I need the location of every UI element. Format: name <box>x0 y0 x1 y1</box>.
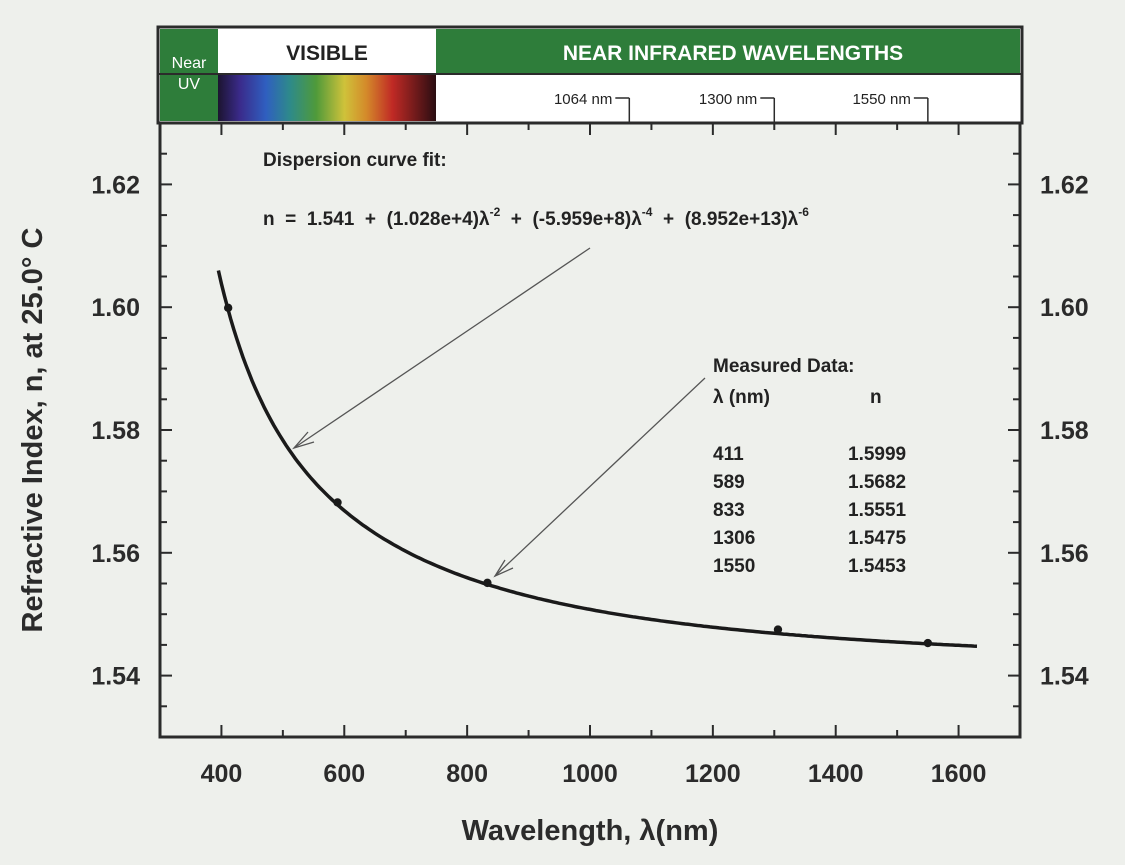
eq-term-3: (8.952e+13)λ <box>685 209 799 230</box>
near-uv-label-1: Near <box>172 55 207 72</box>
y-tick-labels-left: 1.54 1.56 1.58 1.60 1.62 <box>91 171 140 690</box>
y-tick-label-right: 1.60 <box>1040 294 1089 322</box>
y-tick-label: 1.62 <box>91 171 140 199</box>
measured-index: 1.5999 <box>848 444 906 465</box>
y-tick-label-right: 1.58 <box>1040 417 1089 445</box>
fit-equation: n = 1.541 + (1.028e+4)λ-2 + (-5.959e+8)λ… <box>263 205 809 230</box>
measured-wavelength: 1550 <box>713 556 755 577</box>
measured-index: 1.5682 <box>848 472 906 493</box>
x-tick-label: 1000 <box>562 760 618 788</box>
measured-index: 1.5551 <box>848 500 907 521</box>
x-tick-label: 600 <box>323 760 365 788</box>
x-axis-title: Wavelength, λ(nm) <box>462 815 719 847</box>
spectrum-band: Near UV VISIBLE NEAR INFRARED WAVELENGTH… <box>156 25 1024 125</box>
data-arrow <box>494 377 706 577</box>
eq-lhs: n = 1.541 + <box>263 209 387 230</box>
eq-plus-1: + <box>500 209 532 230</box>
x-tick-label: 1200 <box>685 760 741 788</box>
measured-index: 1.5475 <box>848 528 907 549</box>
eq-exp-3: -6 <box>798 205 809 219</box>
data-arrow-head <box>493 559 514 578</box>
wavelength-markers: 1064 nm 1300 nm 1550 nm <box>554 91 929 123</box>
measured-col-x: λ (nm) <box>713 387 770 408</box>
measured-wavelength: 1306 <box>713 528 755 549</box>
eq-term-2: (-5.959e+8)λ <box>532 209 642 230</box>
y-tick-label: 1.56 <box>91 540 140 568</box>
measured-points <box>223 303 933 648</box>
x-tick-labels: 400 600 800 1000 1200 1400 1600 <box>201 760 987 788</box>
measured-point <box>223 303 233 313</box>
measured-title: Measured Data: <box>713 356 855 377</box>
measured-wavelength: 411 <box>713 444 744 465</box>
fit-arrow <box>293 247 591 449</box>
near-uv-label-2: UV <box>178 76 201 93</box>
eq-plus-2: + <box>652 209 684 230</box>
eq-term-1: (1.028e+4)λ <box>387 209 490 230</box>
marker-label: 1300 nm <box>699 91 757 108</box>
x-tick-label: 1400 <box>808 760 864 788</box>
measured-point <box>333 498 342 507</box>
measured-point <box>483 578 492 588</box>
fit-label: Dispersion curve fit: <box>263 150 447 171</box>
measured-wavelength: 833 <box>713 500 745 521</box>
near-ir-label: NEAR INFRARED WAVELENGTHS <box>563 42 903 65</box>
x-tick-label: 800 <box>446 760 488 788</box>
visible-label-box <box>218 29 436 73</box>
measured-point <box>923 638 933 648</box>
marker-label: 1550 nm <box>852 91 910 108</box>
dispersion-fit-curve <box>216 270 978 648</box>
y-tick-label: 1.60 <box>91 294 140 322</box>
measured-index: 1.5453 <box>848 556 906 577</box>
near-ir-block <box>436 29 1020 73</box>
axis-ticks <box>159 122 1021 738</box>
visible-label: VISIBLE <box>286 42 368 65</box>
y-tick-label: 1.54 <box>91 663 140 691</box>
y-tick-label-right: 1.54 <box>1040 663 1089 691</box>
measured-point <box>773 625 783 634</box>
measured-col-n: n <box>870 387 882 408</box>
fit-arrow-head <box>292 431 315 450</box>
y-tick-label-right: 1.62 <box>1040 171 1089 199</box>
y-tick-labels-right: 1.54 1.56 1.58 1.60 1.62 <box>1040 171 1089 690</box>
eq-exp-1: -2 <box>490 205 501 219</box>
y-tick-label-right: 1.56 <box>1040 540 1089 568</box>
marker-label: 1064 nm <box>554 91 612 108</box>
y-tick-label: 1.58 <box>91 417 140 445</box>
x-tick-label: 400 <box>201 760 243 788</box>
measured-table: 411 1.5999 589 1.5682 833 1.5551 1306 1.5475 155… <box>713 444 907 577</box>
x-tick-label: 1600 <box>931 760 987 788</box>
eq-exp-2: -4 <box>642 205 653 219</box>
visible-spectrum-gradient <box>218 75 436 121</box>
measured-wavelength: 589 <box>713 472 745 493</box>
y-axis-title: Refractive Index, n, at 25.0° C <box>17 228 49 633</box>
